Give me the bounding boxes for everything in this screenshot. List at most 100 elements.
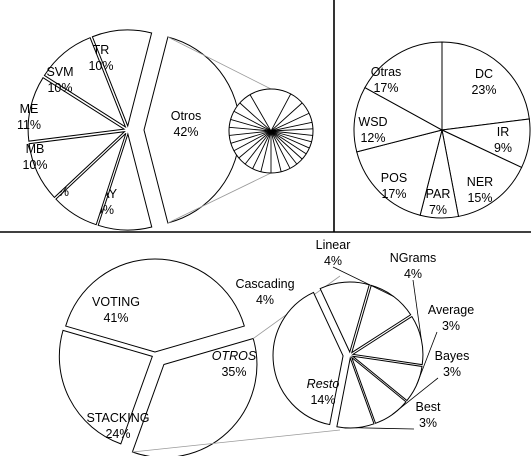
detail-slice-ngrams <box>351 315 424 366</box>
slice-label-par: PAR <box>426 187 451 201</box>
detail-slice-resto <box>272 291 344 426</box>
leader-line <box>416 331 438 385</box>
pie-slice-ner <box>441 129 523 218</box>
detail-spoke <box>230 118 272 132</box>
detail-spoke <box>270 130 310 149</box>
detail-spoke <box>270 128 313 132</box>
pie-slice-hmm <box>55 133 127 226</box>
detail-spoke <box>270 130 307 155</box>
slice-value-tr: 10% <box>88 59 113 73</box>
slice-label-voting: VOTING <box>92 295 140 309</box>
slice-label-ir: IR <box>497 125 510 139</box>
detail-slice-average <box>351 355 423 402</box>
pie-slice-wsd <box>353 86 444 153</box>
detail-spoke <box>270 130 313 136</box>
detail-spoke <box>270 130 282 172</box>
detail-spoke <box>270 130 291 169</box>
detail-spoke <box>229 126 272 132</box>
slice-value-stacking: 24% <box>105 427 130 441</box>
pie-slice-otros <box>131 337 258 456</box>
connector-line-top <box>167 36 272 90</box>
pie-slice-bay <box>97 132 153 231</box>
pie-slice-mb <box>28 131 126 199</box>
slice-label-mb: MB <box>26 142 45 156</box>
detail-label-average: Average <box>428 303 474 317</box>
detail-value-bayes: 3% <box>443 365 461 379</box>
connector-line-bottom <box>167 172 272 224</box>
detail-slice-bayes <box>350 355 407 424</box>
pie-chart-3: VOTING 41% OTROS 35% STACKING 24% <box>58 258 258 456</box>
detail-spoke <box>270 130 303 160</box>
slice-label-me: ME <box>20 102 39 116</box>
detail-spoke <box>233 110 272 132</box>
slice-value-dc: 23% <box>471 83 496 97</box>
detail-label-linear: Linear <box>316 238 351 252</box>
detail-spoke <box>270 130 298 165</box>
detail-label-best: Best <box>415 400 441 414</box>
slice-value-pos: 17% <box>381 187 406 201</box>
pie-slice-svm <box>43 37 127 129</box>
detail-value-cascading: 4% <box>256 293 274 307</box>
pie-chart-1-detail <box>167 36 314 224</box>
leader-line <box>391 377 439 415</box>
detail-spoke <box>270 121 313 132</box>
connector-line-bottom <box>132 429 341 453</box>
slice-value-ner: 15% <box>467 191 492 205</box>
pie-chart-3-detail: Cascading 4% Linear 4% NGrams 4% Average 3% Baye… <box>132 238 474 453</box>
detail-spoke <box>270 102 303 132</box>
pie-chart-2: DC 23% IR 9% NER 15% PAR 7% POS 17% WSD 12% Otras 17% <box>353 41 531 219</box>
pie-slice-otras <box>364 41 443 131</box>
detail-spoke <box>233 130 272 152</box>
detail-spoke <box>260 130 272 172</box>
pie-slice-pos <box>356 129 443 216</box>
slice-value-me: 11% <box>17 118 41 132</box>
detail-spoke <box>252 130 272 169</box>
pie-slice-stacking <box>58 329 153 445</box>
detail-spoke <box>249 94 272 132</box>
detail-value-resto: 14% <box>310 393 335 407</box>
leader-line <box>355 427 415 430</box>
pie-slice-voting <box>65 258 245 353</box>
slice-value-par: 7% <box>429 203 447 217</box>
detail-label-cascading: Cascading <box>235 277 294 291</box>
slice-value-wsd: 12% <box>360 131 385 145</box>
slice-value-voting: 41% <box>103 311 128 325</box>
detail-spoke <box>270 112 310 132</box>
slice-label-svm: SVM <box>46 65 73 79</box>
detail-spoke <box>229 130 272 136</box>
slice-label-stacking: STACKING <box>87 411 150 425</box>
slice-value-otros: 42% <box>173 125 198 139</box>
pie-slice-tr <box>91 29 153 128</box>
detail-spoke <box>239 102 272 132</box>
slice-label-otras: Otras <box>371 65 402 79</box>
detail-spoke <box>230 130 272 144</box>
detail-value-average: 3% <box>442 319 460 333</box>
slice-label-pos: POS <box>381 171 407 185</box>
detail-label-ngrams: NGrams <box>390 251 437 265</box>
slice-value-otras: 17% <box>373 81 398 95</box>
slice-label-otros: OTROS <box>212 349 257 363</box>
leader-line <box>332 266 394 297</box>
slice-label-wsd: WSD <box>358 115 387 129</box>
pie-slice-dc <box>441 41 530 131</box>
slice-label-otros: Otros <box>171 109 202 123</box>
slice-label-tr: TR <box>93 43 110 57</box>
detail-spoke <box>238 130 272 159</box>
slice-label-dc: DC <box>475 67 493 81</box>
slice-value-otros: 35% <box>221 365 246 379</box>
detail-spoke <box>244 130 272 165</box>
slice-value-ir: 9% <box>494 141 512 155</box>
detail-label-resto: Resto <box>307 377 340 391</box>
slice-value-svm: 10% <box>47 81 72 95</box>
slice-label-ner: NER <box>467 175 493 189</box>
leader-line <box>412 279 422 340</box>
detail-spoke <box>270 130 312 143</box>
slice-value-mb: 10% <box>22 158 47 172</box>
detail-label-bayes: Bayes <box>435 349 470 363</box>
detail-value-best: 3% <box>419 416 437 430</box>
detail-spoke <box>270 93 292 132</box>
pie-slice-me <box>27 76 126 142</box>
detail-value-ngrams: 4% <box>404 267 422 281</box>
